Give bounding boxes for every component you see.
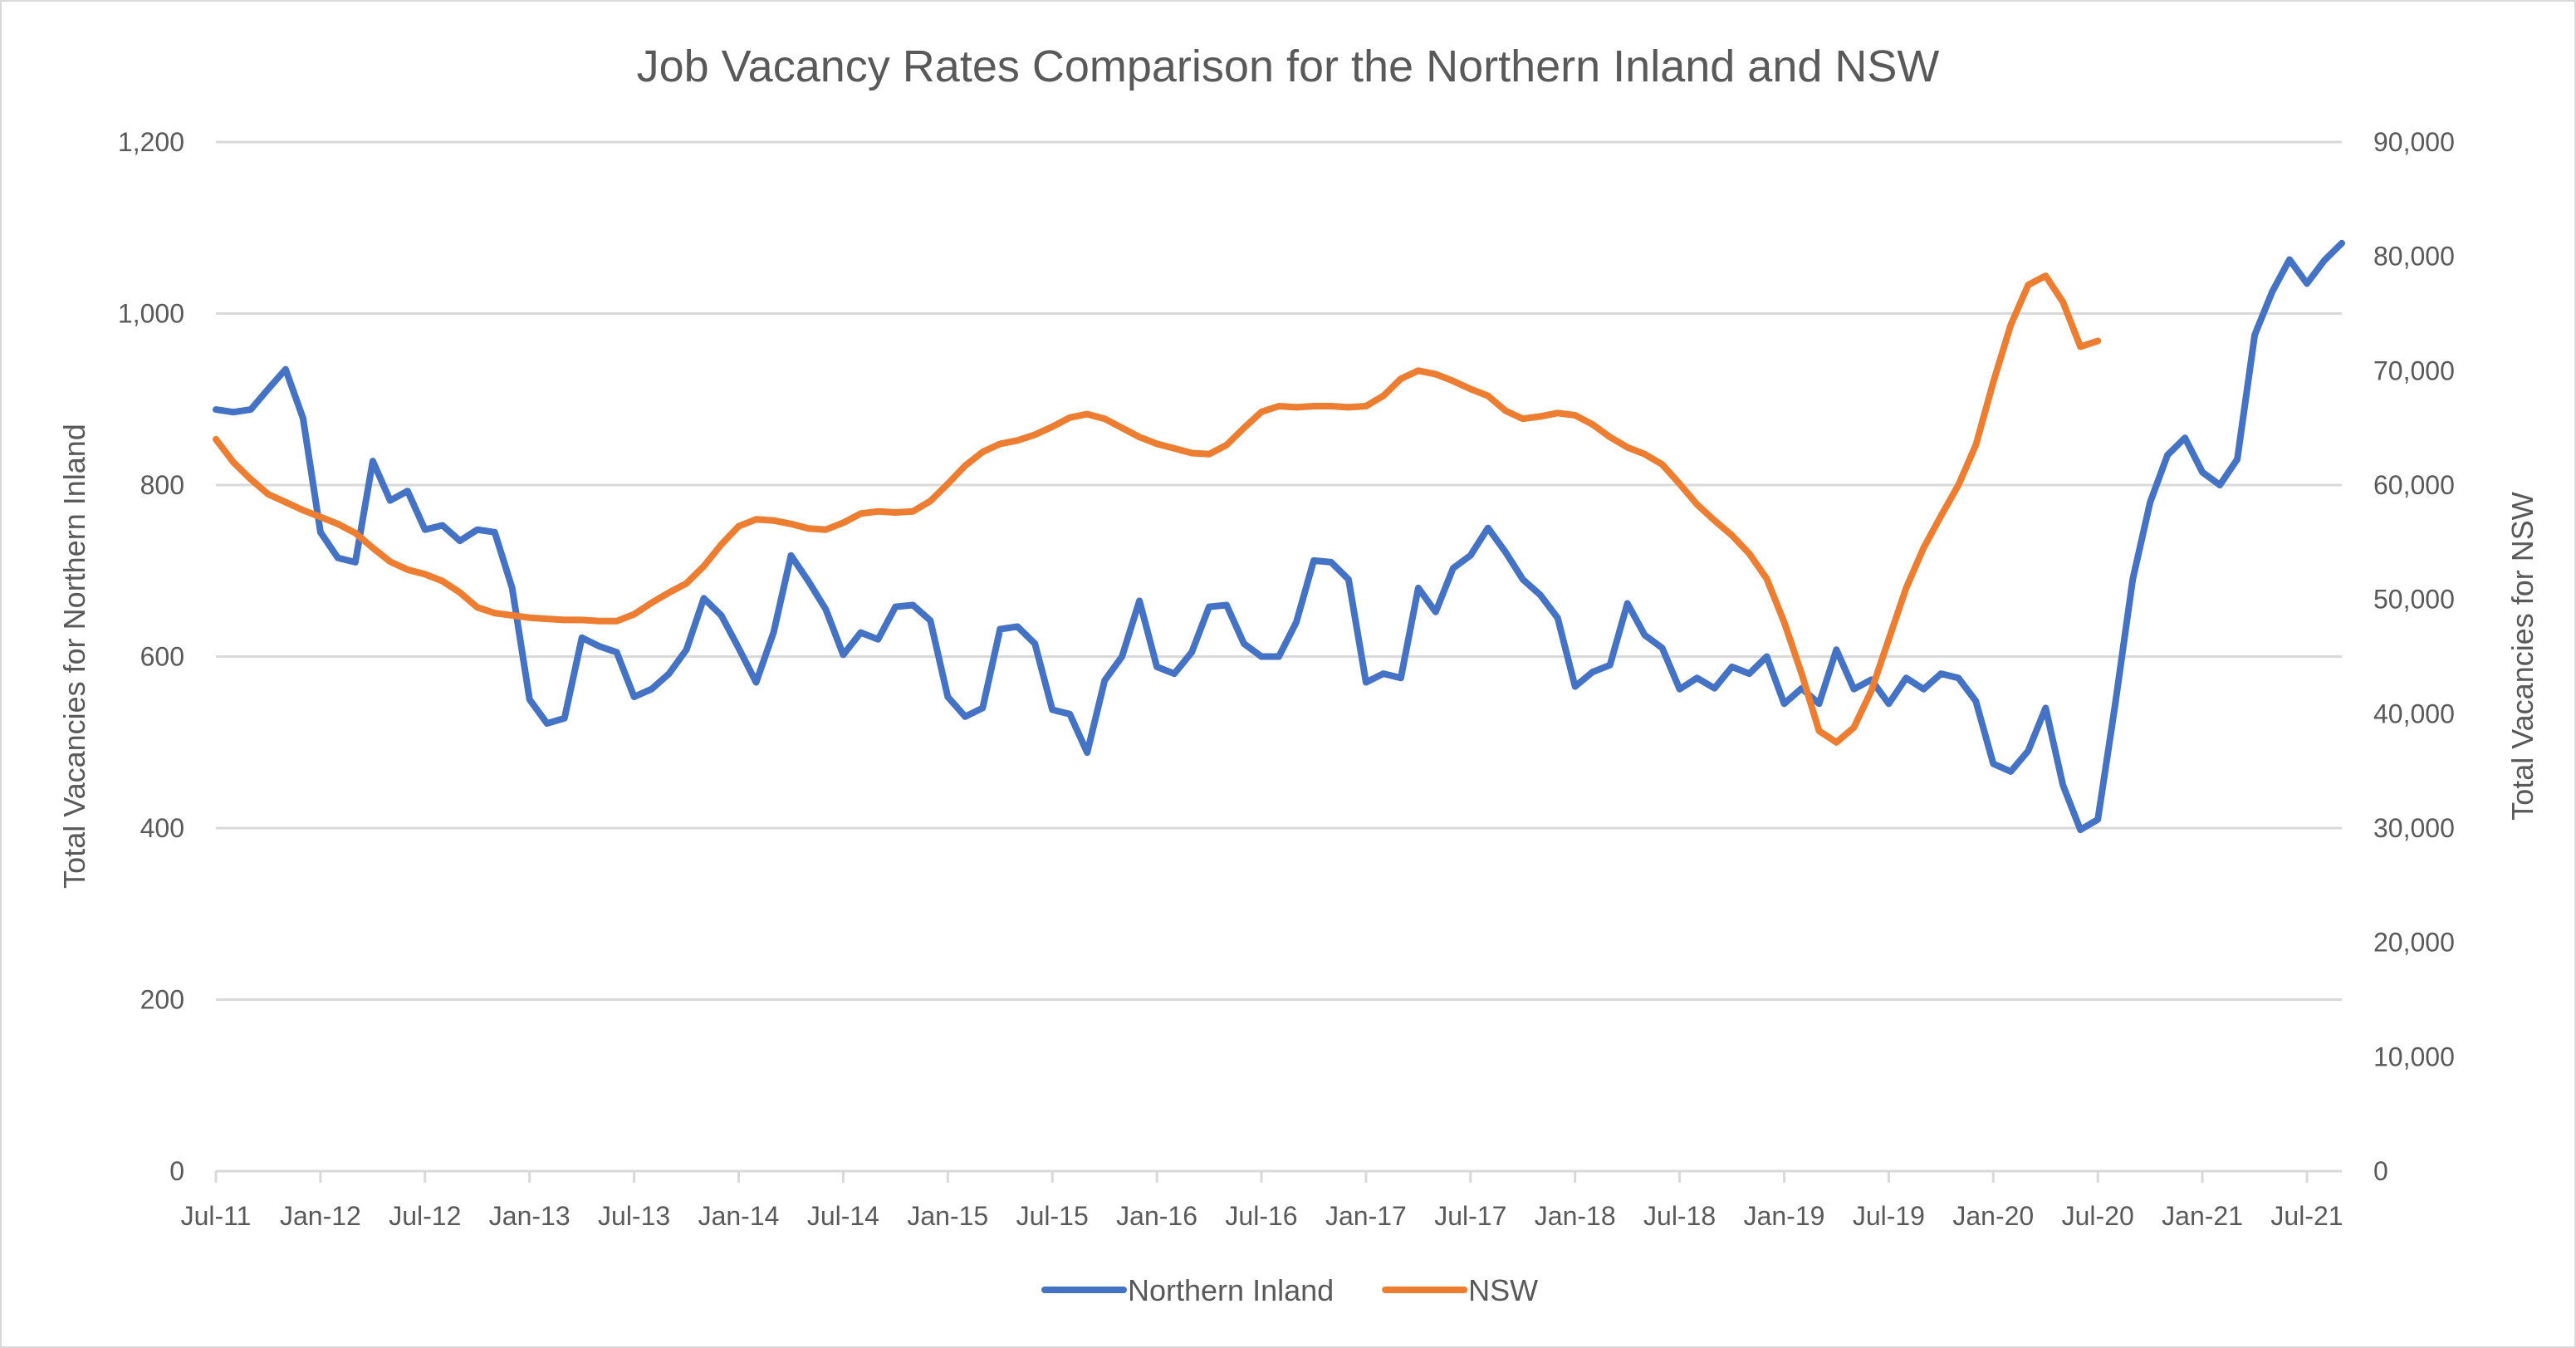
y-right-tick-label: 60,000 — [2373, 470, 2455, 500]
x-tick-label: Jul-20 — [2062, 1201, 2134, 1231]
x-tick-label: Jul-21 — [2270, 1201, 2343, 1231]
y-left-tick-label: 400 — [140, 813, 184, 843]
series-line-northern-inland — [213, 239, 2345, 834]
x-tick-label: Jul-13 — [598, 1201, 670, 1231]
y-right-tick-label: 30,000 — [2373, 813, 2455, 843]
y-right-tick-label: 50,000 — [2373, 585, 2455, 615]
y-right-tick-label: 0 — [2373, 1156, 2388, 1186]
series-line-nsw — [213, 272, 2102, 746]
y-right-tick-label: 90,000 — [2373, 127, 2455, 157]
y-right-tick-label: 70,000 — [2373, 355, 2455, 385]
x-tick-label: Jan-12 — [280, 1201, 361, 1231]
x-tick-label: Jul-19 — [1853, 1201, 1925, 1231]
x-axis: Jul-11 Jan-12 Jul-12 Jan-13 Jul-13 Jan-14 Jul-… — [181, 1169, 2343, 1231]
x-tick-label: Jan-21 — [2162, 1201, 2243, 1231]
y-left-tick-label: 800 — [140, 470, 184, 500]
x-tick-label: Jan-19 — [1744, 1201, 1825, 1231]
y-axis-right-title: Total Vacancies for NSW — [2505, 492, 2539, 820]
x-tick-label: Jan-18 — [1535, 1201, 1616, 1231]
x-tick-label: Jan-20 — [1952, 1201, 2034, 1231]
y-right-tick-label: 80,000 — [2373, 242, 2455, 272]
x-tick-label: Jul-16 — [1225, 1201, 1297, 1231]
y-left-tick-label: 600 — [140, 642, 184, 672]
x-tick-label: Jul-11 — [181, 1201, 252, 1231]
x-tick-label: Jul-17 — [1434, 1201, 1506, 1231]
legend-item[interactable]: Northern Inland — [1041, 1273, 1334, 1307]
x-tick-label: Jul-18 — [1643, 1201, 1716, 1231]
y-right-tick-label: 40,000 — [2373, 699, 2455, 728]
gridlines — [216, 140, 2342, 1001]
y-axis-right-ticks: 0 10,000 20,000 30,000 40,000 50,000 60,000 70,… — [2373, 127, 2455, 1186]
x-tick-label: Jan-17 — [1325, 1201, 1407, 1231]
x-tick-label: Jul-14 — [807, 1201, 879, 1231]
legend-label: NSW — [1468, 1273, 1538, 1307]
y-left-tick-label: 0 — [169, 1156, 184, 1186]
x-tick-label: Jan-13 — [489, 1201, 571, 1231]
y-right-tick-label: 10,000 — [2373, 1042, 2455, 1071]
y-left-tick-label: 200 — [140, 985, 184, 1015]
x-tick-label: Jan-16 — [1116, 1201, 1197, 1231]
x-tick-label: Jul-15 — [1016, 1201, 1089, 1231]
x-tick-label: Jul-12 — [389, 1201, 461, 1231]
y-axis-left-ticks: 0 200 400 600 800 1,000 1,200 — [118, 127, 184, 1186]
legend-label: Northern Inland — [1128, 1273, 1334, 1307]
x-tick-label: Jan-14 — [698, 1201, 780, 1231]
y-axis-left-title: Total Vacancies for Northern Inland — [57, 424, 91, 889]
legend-item[interactable]: NSW — [1382, 1273, 1538, 1307]
y-left-tick-label: 1,000 — [118, 299, 184, 329]
y-left-tick-label: 1,200 — [118, 127, 184, 157]
y-right-tick-label: 20,000 — [2373, 928, 2455, 958]
x-tick-label: Jan-15 — [907, 1201, 988, 1231]
legend: Northern Inland NSW — [1041, 1273, 1538, 1307]
chart-title: Job Vacancy Rates Comparison for the Nor… — [637, 42, 1940, 91]
series-layer — [213, 239, 2345, 834]
